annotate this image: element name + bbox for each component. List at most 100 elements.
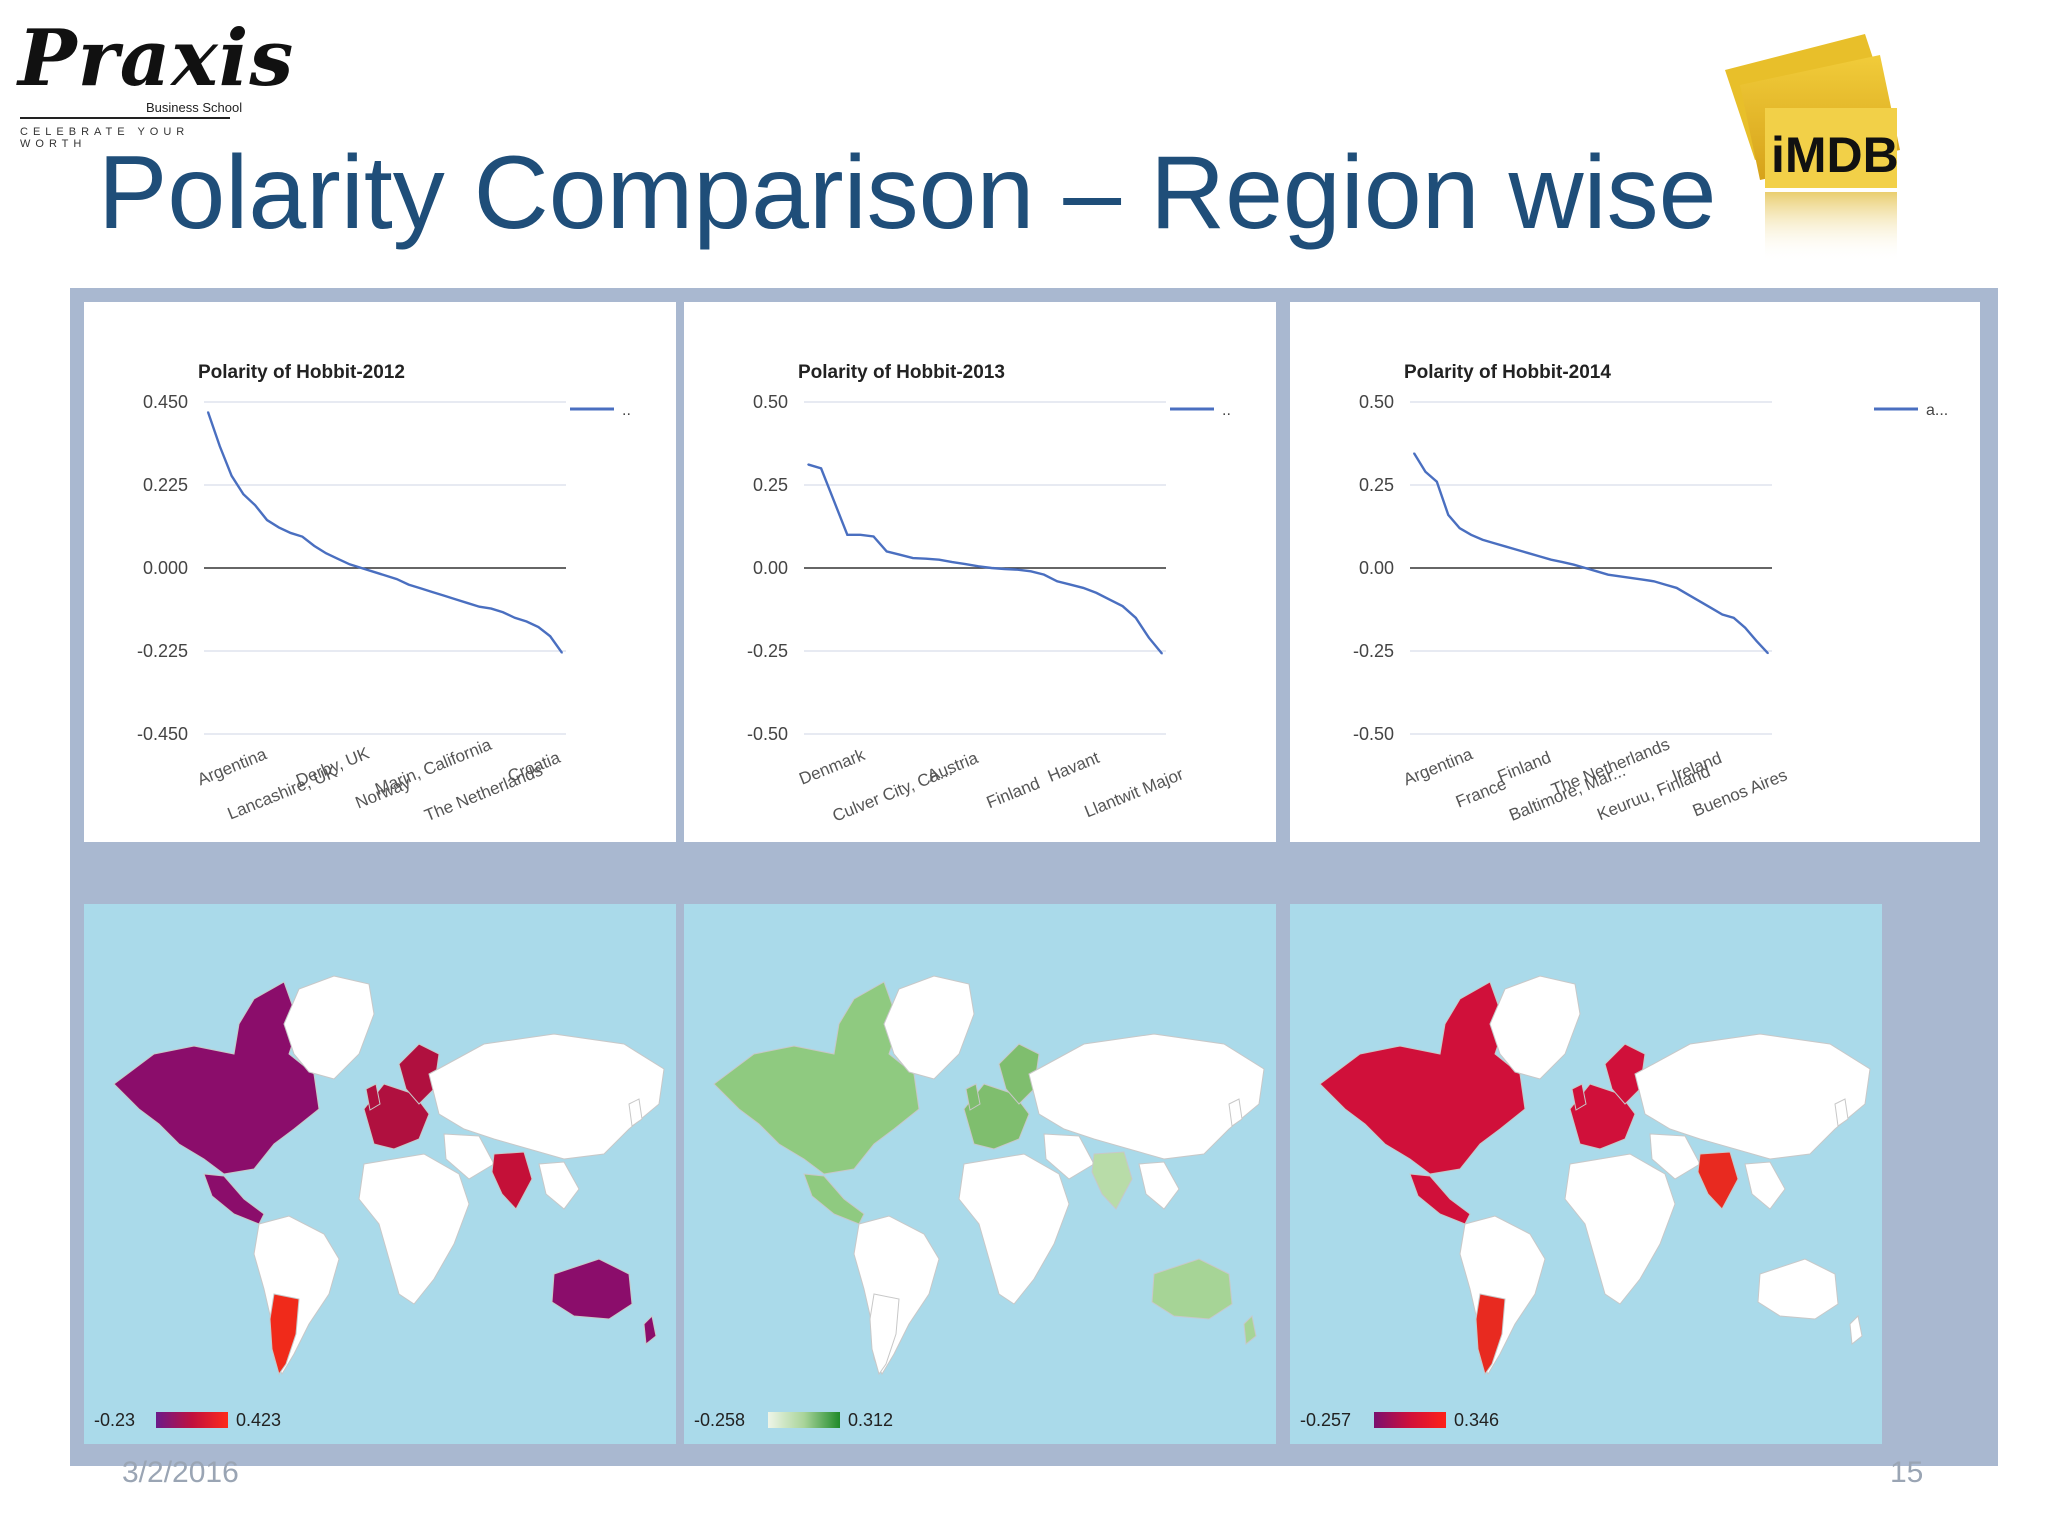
country-australia[interactable] <box>551 1258 633 1320</box>
y-tick-label: 0.450 <box>143 392 188 412</box>
data-point <box>1595 570 1598 573</box>
x-tick-label: Argentina <box>1401 744 1476 789</box>
country-argentina[interactable] <box>269 1293 300 1376</box>
data-point <box>1584 567 1587 569</box>
data-point <box>1732 617 1735 619</box>
country-japan[interactable] <box>628 1098 643 1127</box>
data-point <box>289 532 292 534</box>
data-point <box>1641 578 1644 581</box>
data-point <box>1538 555 1541 558</box>
color-scale-bar <box>768 1412 840 1428</box>
country-southAmerica[interactable] <box>253 1215 340 1376</box>
legend-label: a... <box>1926 402 1948 419</box>
country-africa[interactable] <box>358 1153 470 1305</box>
data-point <box>872 535 875 538</box>
x-tick-label: Havant <box>1045 748 1102 786</box>
country-southAmerica[interactable] <box>1459 1215 1546 1376</box>
data-point <box>1095 592 1098 594</box>
country-northAmerica[interactable] <box>1319 981 1526 1175</box>
data-point <box>1755 640 1758 642</box>
data-point <box>431 591 434 593</box>
data-point <box>490 607 493 610</box>
legend-label: .. <box>1222 402 1231 419</box>
country-europe[interactable] <box>963 1083 1030 1150</box>
country-asia[interactable] <box>1634 1033 1871 1160</box>
country-seAsia[interactable] <box>1138 1161 1180 1210</box>
data-point <box>1413 452 1415 454</box>
country-middleEast[interactable] <box>443 1133 495 1180</box>
country-india[interactable] <box>1091 1151 1133 1210</box>
country-seAsia[interactable] <box>1744 1161 1786 1210</box>
country-asia[interactable] <box>1028 1033 1265 1160</box>
country-greenland[interactable] <box>1489 975 1581 1080</box>
data-point <box>912 557 914 559</box>
praxis-logo-tagline: CELEBRATE YOUR WORTH <box>20 126 190 150</box>
country-newZealand[interactable] <box>1849 1314 1863 1345</box>
data-point <box>1607 573 1609 576</box>
data-point <box>833 500 836 503</box>
data-point <box>443 594 445 597</box>
x-tick-label: Derby, UK <box>293 743 372 790</box>
country-northAmerica[interactable] <box>113 981 320 1175</box>
country-uk[interactable] <box>1571 1083 1587 1111</box>
data-point <box>372 570 375 573</box>
data-point <box>1069 583 1072 586</box>
map-countries <box>713 975 1265 1376</box>
data-point <box>1527 552 1529 554</box>
data-point <box>537 626 540 628</box>
data-point <box>1148 636 1150 639</box>
data-point <box>1108 598 1111 601</box>
color-scale-bar <box>156 1412 228 1428</box>
country-centralAmerica[interactable] <box>803 1173 865 1225</box>
imdb-logo-text: iMDB <box>1771 127 1899 183</box>
country-india[interactable] <box>1697 1151 1739 1210</box>
data-point <box>885 550 888 553</box>
data-point <box>1056 580 1058 583</box>
y-tick-label: 0.50 <box>1359 392 1394 412</box>
country-southAmerica[interactable] <box>853 1215 940 1376</box>
country-australia[interactable] <box>1757 1258 1839 1320</box>
country-northAmerica[interactable] <box>713 981 920 1175</box>
country-middleEast[interactable] <box>1043 1133 1095 1180</box>
country-japan[interactable] <box>1228 1098 1243 1127</box>
data-point <box>1767 652 1769 655</box>
data-point <box>348 563 351 566</box>
data-point <box>964 563 967 565</box>
data-point <box>820 467 822 470</box>
data-point <box>1618 575 1621 578</box>
country-middleEast[interactable] <box>1649 1133 1701 1180</box>
country-seAsia[interactable] <box>538 1161 580 1210</box>
country-argentina[interactable] <box>869 1293 900 1376</box>
country-australia[interactable] <box>1151 1258 1233 1320</box>
country-greenland[interactable] <box>883 975 975 1080</box>
data-point <box>278 526 280 529</box>
praxis-logo: Praxis Business School CELEBRATE YOUR WO… <box>18 14 293 151</box>
data-point <box>301 535 304 538</box>
country-uk[interactable] <box>365 1083 381 1111</box>
chart-2012: Polarity of Hobbit-2012 0.450 0.225 0.000 -0… <box>84 302 676 842</box>
country-europe[interactable] <box>363 1083 430 1150</box>
country-japan[interactable] <box>1834 1098 1849 1127</box>
content-panel: Polarity of Hobbit-2012 0.450 0.225 0.000 -0… <box>70 288 1998 1466</box>
country-africa[interactable] <box>958 1153 1070 1305</box>
country-centralAmerica[interactable] <box>203 1173 265 1225</box>
country-greenland[interactable] <box>283 975 375 1080</box>
country-africa[interactable] <box>1564 1153 1676 1305</box>
data-point <box>1744 626 1746 629</box>
data-point <box>1675 587 1678 589</box>
country-newZealand[interactable] <box>643 1314 657 1345</box>
y-tick-label: -0.50 <box>747 724 788 744</box>
data-point <box>1424 470 1427 473</box>
country-argentina[interactable] <box>1475 1293 1506 1376</box>
y-tick-label: 0.50 <box>753 392 788 412</box>
x-tick-label: Austria <box>925 748 982 786</box>
country-europe[interactable] <box>1569 1083 1636 1150</box>
country-uk[interactable] <box>965 1083 981 1111</box>
country-centralAmerica[interactable] <box>1409 1173 1471 1225</box>
country-asia[interactable] <box>428 1033 665 1160</box>
data-point <box>561 652 563 654</box>
chart-title: Polarity of Hobbit-2014 <box>1404 362 1611 383</box>
country-newZealand[interactable] <box>1243 1314 1257 1345</box>
country-india[interactable] <box>491 1151 533 1210</box>
chart-2013: Polarity of Hobbit-2013 0.50 0.25 0.00 -0.25… <box>684 302 1276 842</box>
